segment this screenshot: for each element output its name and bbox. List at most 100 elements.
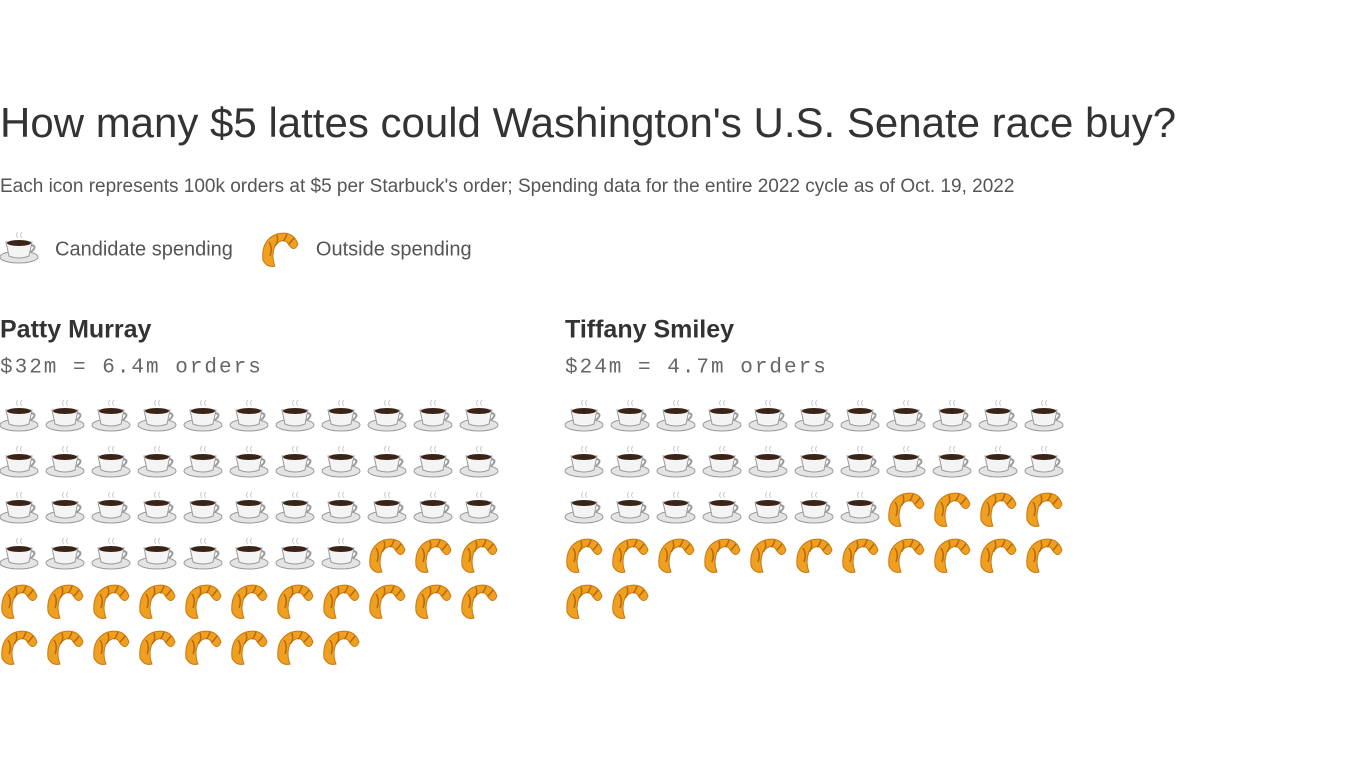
croissant-lines (710, 539, 737, 563)
icon (47, 584, 84, 619)
icon (323, 584, 360, 619)
coffee (756, 408, 780, 414)
icon (459, 491, 499, 524)
icon (183, 491, 223, 524)
icon (459, 445, 499, 478)
cup (5, 501, 33, 519)
coffee (53, 408, 77, 414)
coffee (7, 454, 31, 460)
icon (564, 399, 604, 432)
steam (292, 491, 299, 499)
steam (384, 445, 391, 453)
steam (246, 399, 253, 407)
chart-title: How many $5 lattes could Washington's U.… (0, 99, 1176, 146)
cup (570, 501, 598, 519)
icon (415, 538, 452, 573)
cup (800, 501, 828, 519)
steam (430, 399, 437, 407)
handle (352, 412, 358, 421)
handle (733, 412, 739, 421)
steam (765, 445, 772, 453)
coffee (986, 454, 1010, 460)
coffee (237, 454, 261, 460)
steam (338, 537, 345, 545)
icon (794, 399, 834, 432)
croissant-lines (191, 585, 218, 609)
steam (719, 445, 726, 453)
steam (765, 399, 772, 407)
icon (275, 445, 315, 478)
cup (189, 547, 217, 565)
coffee (145, 408, 169, 414)
steam (995, 399, 1002, 407)
steam (200, 445, 207, 453)
handle (779, 458, 785, 467)
icon (275, 491, 315, 524)
handle (825, 504, 831, 513)
steam (903, 445, 910, 453)
cup (373, 501, 401, 519)
croissant-lines (237, 631, 264, 655)
croissant (1026, 538, 1063, 573)
steam (476, 399, 483, 407)
croissant (277, 584, 314, 619)
croissant-lines (756, 539, 783, 563)
handle (260, 458, 266, 467)
handle (214, 504, 220, 513)
handle (444, 458, 450, 467)
croissant-lines (467, 585, 494, 609)
steam (857, 491, 864, 499)
croissant-lines (618, 539, 645, 563)
cup (235, 547, 263, 565)
icon (564, 491, 604, 524)
croissant-lines (283, 631, 310, 655)
icon (794, 491, 834, 524)
croissant-lines (467, 539, 494, 563)
icon (231, 584, 268, 619)
handle (398, 412, 404, 421)
steam (857, 445, 864, 453)
handle (1055, 412, 1061, 421)
handle (168, 504, 174, 513)
cup (281, 547, 309, 565)
croissant (262, 232, 299, 267)
coffee (99, 500, 123, 506)
steam (903, 399, 910, 407)
croissant-lines (664, 539, 691, 563)
cup (570, 409, 598, 427)
handle (76, 458, 82, 467)
icon (321, 537, 361, 570)
coffee (145, 546, 169, 552)
cup (235, 409, 263, 427)
handle (595, 412, 601, 421)
icon (413, 491, 453, 524)
handle (214, 550, 220, 559)
handle (871, 504, 877, 513)
panel-label: $24m = 4.7m orders (565, 357, 828, 380)
steam (338, 445, 345, 453)
handle (1009, 458, 1015, 467)
handle (214, 458, 220, 467)
croissant (231, 630, 268, 665)
cup (938, 409, 966, 427)
icon (888, 538, 925, 573)
steam (430, 445, 437, 453)
steam (673, 445, 680, 453)
icon (840, 445, 880, 478)
croissant (704, 538, 741, 573)
cup (235, 501, 263, 519)
handle (917, 412, 923, 421)
cup (5, 455, 33, 473)
croissant-lines (7, 585, 34, 609)
icon (656, 445, 696, 478)
handle (306, 412, 312, 421)
icon (367, 399, 407, 432)
icon (229, 491, 269, 524)
coffee (329, 500, 353, 506)
coffee (940, 408, 964, 414)
icon (413, 445, 453, 478)
handle (30, 550, 36, 559)
icon (610, 491, 650, 524)
icon (91, 445, 131, 478)
icon (748, 491, 788, 524)
